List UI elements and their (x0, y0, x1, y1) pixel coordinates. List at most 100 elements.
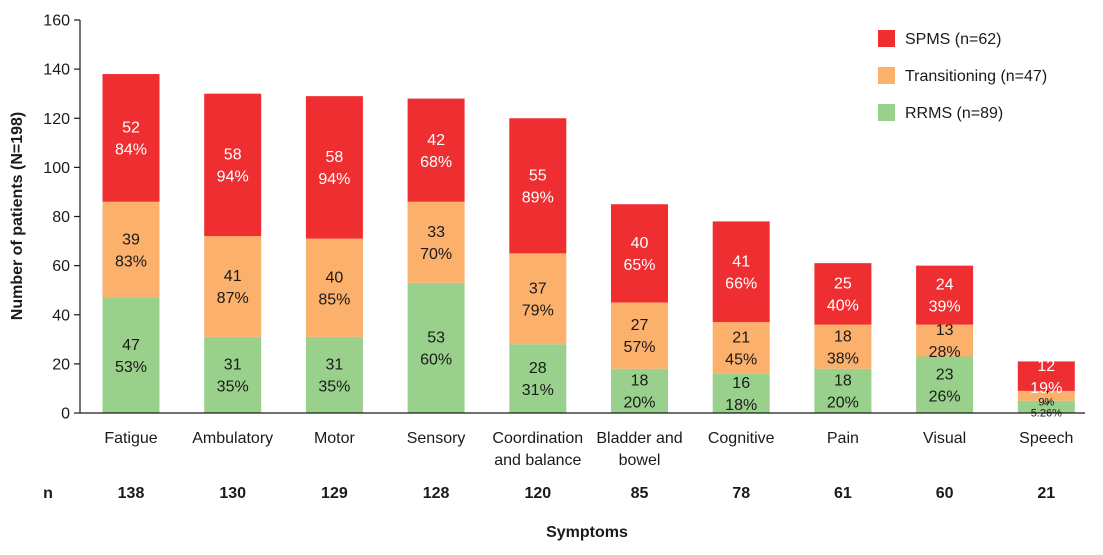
bar-segment (204, 336, 262, 413)
legend-label: SPMS (n=62) (905, 31, 1001, 48)
segment-percent-label: 85% (318, 291, 350, 308)
bar-group: 18 20% 27 57% 40 65% (611, 204, 668, 413)
n-value: 85 (631, 485, 649, 502)
y-tick-label: 0 (61, 406, 70, 423)
segment-value-label: 23 (936, 366, 954, 383)
bar-segment (102, 201, 160, 298)
segment-percent-label: 57% (623, 339, 655, 356)
category-label: Bladder and (596, 430, 682, 447)
x-axis-title: Symptoms (546, 524, 628, 541)
segment-percent-label: 94% (318, 171, 350, 188)
segment-value-label: 53 (427, 330, 445, 347)
category-label: Pain (827, 430, 859, 447)
bar-segment (102, 74, 160, 202)
n-value: 138 (118, 485, 145, 502)
y-tick-label: 120 (43, 111, 70, 128)
segment-value-label: 13 (936, 322, 954, 339)
bar-segment (611, 302, 668, 369)
category-label: Fatigue (104, 430, 157, 447)
segment-value-label: 28 (529, 360, 547, 377)
segment-percent-label: 66% (725, 275, 757, 292)
n-value: 120 (524, 485, 551, 502)
segment-value-label: 18 (834, 328, 852, 345)
segment-percent-label: 20% (827, 394, 859, 411)
bar-segment (712, 373, 770, 413)
segment-percent-label: 65% (623, 257, 655, 274)
n-value: 21 (1037, 485, 1055, 502)
segment-value-label: 58 (326, 149, 344, 166)
bar-group: 16 18% 21 45% 41 66% (712, 221, 770, 414)
bar-segment (611, 368, 668, 413)
n-value: 61 (834, 485, 852, 502)
category-label: Speech (1019, 430, 1073, 447)
bar-segment (407, 98, 465, 202)
y-tick-label: 160 (43, 13, 70, 30)
segment-percent-label: 70% (420, 246, 452, 263)
segment-value-label: 21 (732, 330, 750, 347)
bar-group: 31 35% 41 87% 58 94% (204, 93, 262, 413)
y-tick-label: 80 (52, 209, 70, 226)
category-label: Visual (923, 430, 966, 447)
segment-value-label: 12 (1037, 358, 1055, 375)
bar-segment (712, 322, 770, 374)
segment-percent-label: 84% (115, 142, 147, 159)
segment-percent-label: 79% (522, 302, 554, 319)
segment-percent-label: 35% (217, 379, 249, 396)
segment-percent-label: 5.26% (1031, 408, 1062, 420)
bar-segment (712, 221, 770, 323)
bars-layer: 47 53% 39 83% 52 84% 31 35% 41 87% 58 94% 31 35% 40 85%… (102, 74, 1075, 420)
bar-segment (204, 236, 262, 337)
segment-value-label: 58 (224, 147, 242, 164)
bar-segment (407, 282, 465, 413)
segment-percent-label: 94% (217, 169, 249, 186)
segment-value-label: 33 (427, 224, 445, 241)
segment-value-label: 47 (122, 337, 140, 354)
bar-segment (407, 201, 465, 283)
bar-segment (814, 263, 872, 325)
bar-segment (1017, 361, 1075, 391)
segment-percent-label: 9% (1038, 397, 1054, 409)
bar-segment (509, 253, 567, 345)
segment-value-label: 25 (834, 275, 852, 292)
bar-segment (916, 324, 974, 357)
segment-value-label: 52 (122, 120, 140, 137)
legend-swatch (878, 104, 895, 121)
segment-percent-label: 89% (522, 189, 554, 206)
segment-value-label: 42 (427, 132, 445, 149)
segment-value-label: 55 (529, 167, 547, 184)
segment-percent-label: 28% (929, 344, 961, 361)
segment-percent-label: 38% (827, 350, 859, 367)
segment-percent-label: 31% (522, 382, 554, 399)
legend-item: Transitioning (n=47) (878, 67, 1047, 85)
bar-group: 23 26% 13 28% 24 39% (916, 265, 974, 413)
legend-item: RRMS (n=89) (878, 104, 1003, 122)
bar-group: 47 53% 39 83% 52 84% (102, 74, 160, 413)
y-tick-label: 20 (52, 356, 70, 373)
segment-value-label: 41 (732, 253, 750, 270)
bar-segment (814, 368, 872, 413)
n-row-label: n (43, 485, 53, 502)
segment-percent-label: 83% (115, 253, 147, 270)
segment-value-label: 16 (732, 375, 750, 392)
segment-percent-label: 60% (420, 352, 452, 369)
category-label: Cognitive (708, 430, 775, 447)
segment-value-label: 41 (224, 268, 242, 285)
segment-percent-label: 18% (725, 397, 757, 414)
segment-percent-label: 26% (929, 388, 961, 405)
segment-value-label: 18 (834, 372, 852, 389)
bar-segment (611, 204, 668, 303)
segment-percent-label: 40% (827, 297, 859, 314)
n-value: 130 (219, 485, 246, 502)
category-label: Sensory (407, 430, 466, 447)
n-value: 128 (423, 485, 450, 502)
legend-item: SPMS (n=62) (878, 30, 1001, 48)
segment-percent-label: 53% (115, 359, 147, 376)
segment-value-label: 27 (631, 317, 649, 334)
bar-segment (916, 356, 974, 413)
y-tick-label: 40 (52, 307, 70, 324)
bar-segment (305, 238, 363, 337)
y-tick-label: 100 (43, 160, 70, 177)
bar-segment (509, 118, 567, 254)
